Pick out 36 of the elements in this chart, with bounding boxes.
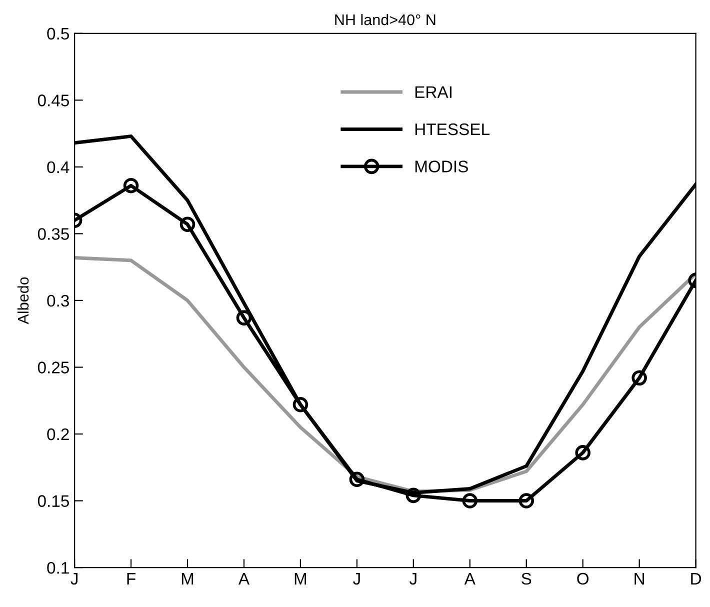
x-tick-label: J	[70, 573, 78, 585]
x-tick-label: D	[691, 573, 702, 584]
point	[575, 445, 590, 460]
point	[180, 216, 196, 232]
y-tick-label: 0.35	[38, 228, 69, 240]
point	[632, 370, 647, 386]
x-tick-label: F	[127, 573, 136, 584]
y-tick-label: 0.3	[47, 294, 69, 307]
point	[236, 310, 252, 326]
point	[123, 178, 139, 194]
x-tick-label: J	[410, 573, 416, 585]
point	[518, 493, 534, 508]
y-tick-label: 0.5	[47, 28, 69, 40]
x-tick-label: A	[464, 573, 476, 584]
point	[462, 493, 478, 508]
chart-title: NH land>40° N	[335, 14, 436, 26]
y-axis-title: Albedo	[17, 277, 29, 324]
y-tick-label: 0.4	[47, 161, 70, 174]
legend-label: MODIS	[415, 160, 468, 172]
point	[349, 472, 365, 488]
legend-label: ERAI	[415, 86, 452, 98]
legend-label: HTESSEL	[415, 123, 490, 136]
y-tick-label: 0.1	[47, 562, 69, 574]
x-tick-label: N	[634, 573, 644, 584]
x-tick-label: M	[182, 573, 194, 584]
x-tick-label: A	[238, 573, 250, 584]
y-tick-label: 0.15	[38, 495, 69, 507]
x-tick-label: S	[522, 572, 532, 585]
y-tick-label: 0.45	[38, 94, 69, 106]
point	[292, 396, 308, 412]
x-tick-label: J	[353, 573, 360, 585]
point	[406, 488, 422, 504]
x-tick-label: M	[294, 573, 306, 584]
y-tick-label: 0.25	[38, 362, 69, 374]
x-tick-label: O	[577, 572, 589, 585]
y-tick-label: 0.2	[47, 428, 69, 440]
